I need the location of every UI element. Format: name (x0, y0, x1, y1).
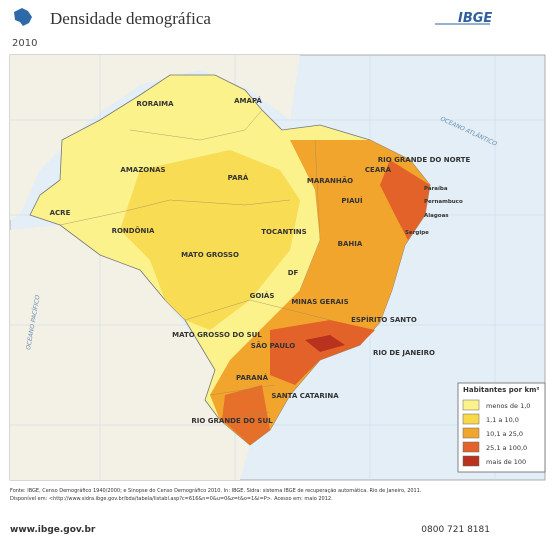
state-label: RIO GRANDE DO NORTE (378, 156, 471, 164)
state-label: RIO DE JANEIRO (373, 349, 435, 357)
state-label: Paraíba (424, 185, 448, 192)
state-label: MATO GROSSO DO SUL (172, 331, 262, 339)
logo: IBGE (458, 11, 492, 26)
state-borders (59, 109, 331, 421)
state-label: ACRE (50, 209, 71, 217)
phone: 0800 721 8181 (421, 525, 490, 535)
state-label: SANTA CATARINA (271, 392, 339, 400)
state-label: DF (288, 269, 299, 277)
legend-title: Habitantes por km² (463, 386, 539, 394)
neighbor-land (10, 225, 250, 480)
density-zone (305, 335, 345, 352)
brazil-icon (14, 8, 32, 26)
density-zone (380, 160, 430, 240)
state-label: ESPÍRITO SANTO (351, 315, 417, 324)
density-zone (120, 150, 300, 330)
state-label: RONDÔNIA (112, 226, 155, 235)
source: Disponível em: <http://www.sidra.ibge.go… (10, 495, 333, 502)
state-label: AMAZONAS (120, 166, 165, 174)
legend-swatch (462, 441, 480, 453)
density-zone (210, 140, 430, 445)
state-label: MARANHÃO (307, 176, 353, 185)
legend-swatch (462, 455, 480, 467)
year: 2010 (12, 38, 37, 49)
state-label: MINAS GERAIS (291, 298, 348, 306)
state-label: PIAUÍ (341, 196, 363, 205)
state-label: Sergipe (405, 230, 429, 236)
legend-swatch (462, 427, 480, 439)
legend: Habitantes por km² menos de 1,0 1,1 a 10,… (457, 382, 546, 473)
legend-swatch (462, 399, 480, 411)
neighbor-land (10, 55, 300, 220)
state-label: Alagoas (424, 213, 449, 219)
legend-swatch (462, 413, 480, 425)
density-zone (222, 385, 270, 445)
state-label: TOCANTINS (261, 228, 306, 236)
legend-label: 25,1 a 100,0 (486, 444, 527, 452)
density-zone (270, 320, 375, 385)
source: Fonte: IBGE, Censo Demográfico 1940/2000… (10, 487, 422, 494)
legend-label: 1,1 a 10,0 (486, 416, 519, 424)
state-label: Pernambuco (424, 199, 463, 205)
state-label: PARÁ (228, 173, 249, 182)
state-label: GOIÁS (250, 291, 275, 300)
state-label: PARANÁ (236, 373, 269, 382)
website: www.ibge.gov.br (10, 525, 96, 535)
legend-label: menos de 1,0 (486, 402, 530, 410)
state-label: RIO GRANDE DO SUL (191, 417, 273, 425)
legend-label: mais de 100 (486, 458, 526, 466)
legend-label: 10,1 a 25,0 (486, 430, 523, 438)
state-label: BAHIA (338, 240, 363, 248)
title: Densidade demográfica (50, 9, 211, 28)
state-label: MATO GROSSO (181, 251, 239, 259)
state-label: SÃO PAULO (251, 341, 295, 350)
state-label: RORAIMA (136, 100, 174, 108)
state-label: CEARÁ (365, 165, 392, 174)
state-label: AMAPÁ (234, 96, 262, 105)
